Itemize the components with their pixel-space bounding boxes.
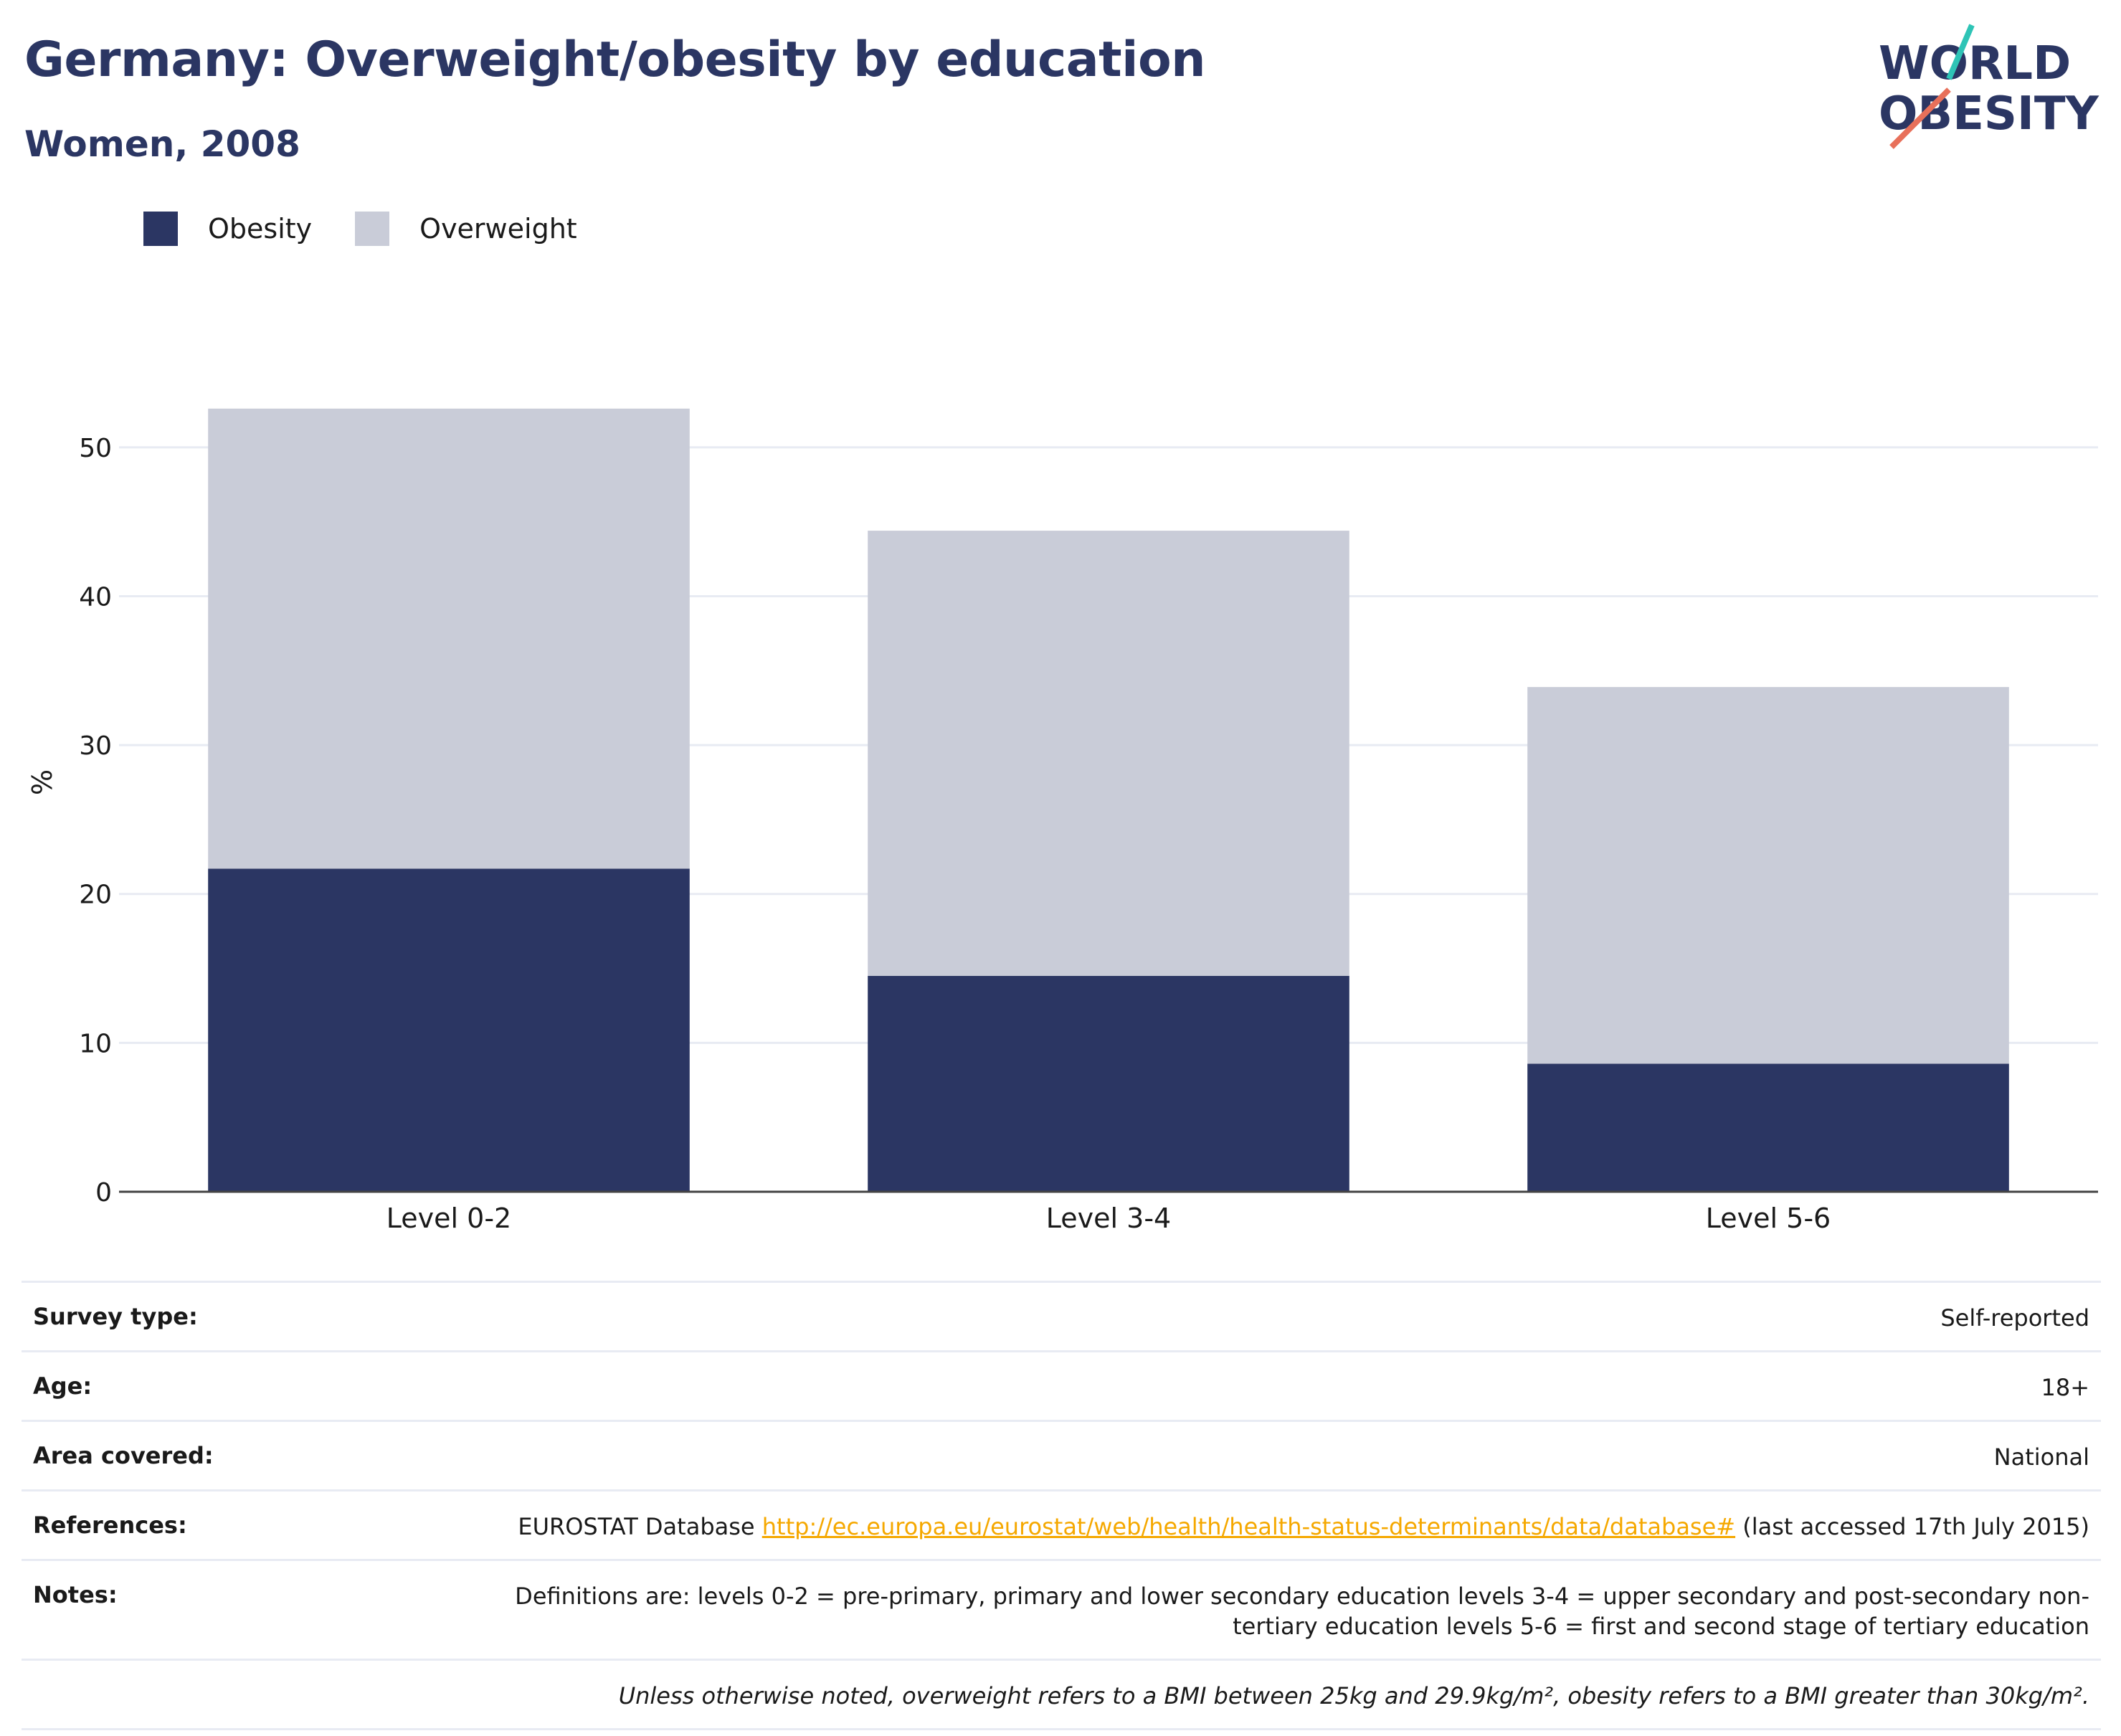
bar-overweight-3[interactable] [1527, 687, 2009, 1064]
legend-swatch-obesity [143, 212, 178, 246]
meta-value: Definitions are: levels 0-2 = pre-primar… [515, 1583, 2089, 1640]
meta-label: Age: [33, 1372, 92, 1400]
bar-obesity-2[interactable] [868, 975, 1349, 1192]
logo-accent-coral [1889, 87, 1951, 149]
legend-swatch-overweight [355, 212, 390, 246]
meta-value: EUROSTAT Database http://ec.europa.eu/eu… [518, 1512, 2089, 1542]
meta-label: Area covered: [33, 1442, 214, 1469]
y-tick-label: 30 [79, 731, 112, 761]
logo-line1: WORLD [1879, 37, 2071, 90]
reference-prefix: EUROSTAT Database [518, 1513, 762, 1540]
y-tick-label: 10 [79, 1029, 112, 1058]
legend-item-obesity[interactable]: Obesity [143, 212, 312, 246]
legend-label-obesity: Obesity [208, 213, 313, 245]
x-tick-label: Level 0-2 [386, 1203, 511, 1234]
chart-legend: Obesity Overweight [143, 212, 620, 246]
legend-label-overweight: Overweight [419, 213, 577, 245]
y-tick-label: 20 [79, 881, 112, 910]
x-tick-label: Level 5-6 [1706, 1203, 1831, 1234]
meta-row-area: Area covered: National [22, 1420, 2101, 1489]
world-obesity-logo: WORLD OBESITY [1879, 24, 2099, 149]
meta-label: Survey type: [33, 1303, 198, 1330]
logo-line2: OBESITY [1879, 87, 2099, 141]
meta-row-age: Age: 18+ [22, 1350, 2101, 1420]
bar-overweight-1[interactable] [208, 408, 690, 869]
logo-accent-teal [1946, 24, 1975, 80]
legend-item-overweight[interactable]: Overweight [355, 212, 577, 246]
chart-subtitle: Women, 2008 [24, 123, 300, 165]
x-tick-label: Level 3-4 [1046, 1203, 1171, 1234]
bar-overweight-2[interactable] [868, 531, 1349, 976]
meta-value: 18+ [2041, 1374, 2089, 1401]
y-axis-label: % [27, 769, 58, 795]
bar-obesity-1[interactable] [208, 868, 690, 1192]
reference-link[interactable]: http://ec.europa.eu/eurostat/web/health/… [761, 1513, 1736, 1540]
y-tick-label: 0 [95, 1178, 112, 1208]
bmi-footnote: Unless otherwise noted, overweight refer… [618, 1682, 2089, 1709]
stacked-bar-chart: 0 10 20 30 40 50% Level 0-2 Level 3-4 Level 5-6 [27, 408, 2098, 1234]
meta-label: References: [33, 1512, 187, 1539]
y-tick-label: 40 [79, 582, 112, 612]
meta-value: Self-reported [1940, 1304, 2089, 1332]
bar-obesity-3[interactable] [1527, 1063, 2009, 1192]
meta-row-references: References: EUROSTAT Database http://ec.… [22, 1489, 2101, 1559]
chart-title: Germany: Overweight/obesity by education [24, 32, 1206, 88]
meta-value: National [1993, 1443, 2089, 1471]
chart-metadata-table: Survey type: Self-reported Age: 18+ Area… [22, 1281, 2101, 1730]
y-tick-label: 50 [79, 434, 112, 463]
meta-row-notes: Notes: Definitions are: levels 0-2 = pre… [22, 1559, 2101, 1659]
meta-row-survey-type: Survey type: Self-reported [22, 1281, 2101, 1350]
meta-label: Notes: [33, 1581, 118, 1608]
meta-row-footnote: Unless otherwise noted, overweight refer… [22, 1659, 2101, 1730]
reference-suffix: (last accessed 17th July 2015) [1735, 1513, 2089, 1540]
